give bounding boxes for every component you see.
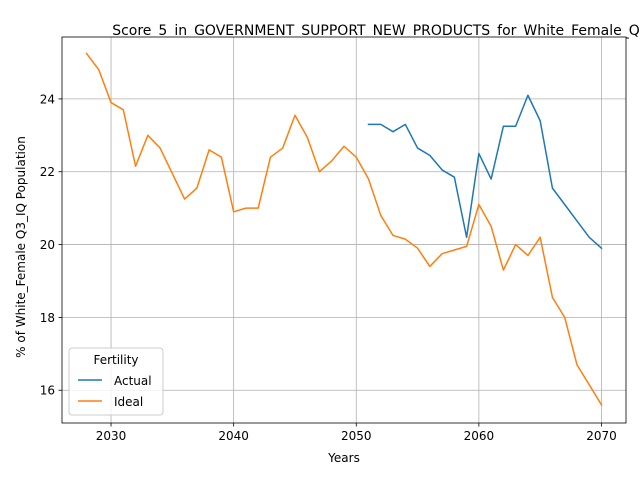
- x-tick-label: 2040: [218, 429, 249, 443]
- x-tick-label: 2070: [586, 429, 617, 443]
- y-tick-label: 18: [40, 311, 55, 325]
- plot-frame: [61, 36, 627, 424]
- series-lines: [85, 52, 603, 406]
- y-tick-label: 24: [40, 92, 55, 106]
- x-tick-label: 2050: [341, 429, 372, 443]
- y-tick-label: 16: [40, 384, 55, 398]
- y-tick-label: 20: [40, 238, 55, 252]
- x-axis-label: Years: [327, 451, 360, 465]
- legend-box: [68, 347, 164, 416]
- y-axis-label: % of White_Female Q3_IQ Population: [14, 136, 28, 358]
- y-axis-ticks: 16 18 20 22 24: [40, 92, 62, 398]
- x-axis-ticks: 2030 2040 2050 2060 2070: [96, 423, 617, 443]
- legend-title: Fertility: [93, 353, 138, 367]
- legend-label-ideal: Ideal: [114, 395, 143, 409]
- x-tick-label: 2030: [96, 429, 127, 443]
- chart-title: Score_5_in_GOVERNMENT_SUPPORT_NEW_PRODUC…: [112, 23, 640, 39]
- x-tick-label: 2060: [464, 429, 495, 443]
- legend-label-actual: Actual: [114, 374, 152, 388]
- series-line-ideal: [85, 52, 603, 406]
- y-tick-label: 22: [40, 165, 55, 179]
- series-line-actual: [367, 94, 603, 250]
- legend: Fertility Actual Ideal: [68, 347, 164, 416]
